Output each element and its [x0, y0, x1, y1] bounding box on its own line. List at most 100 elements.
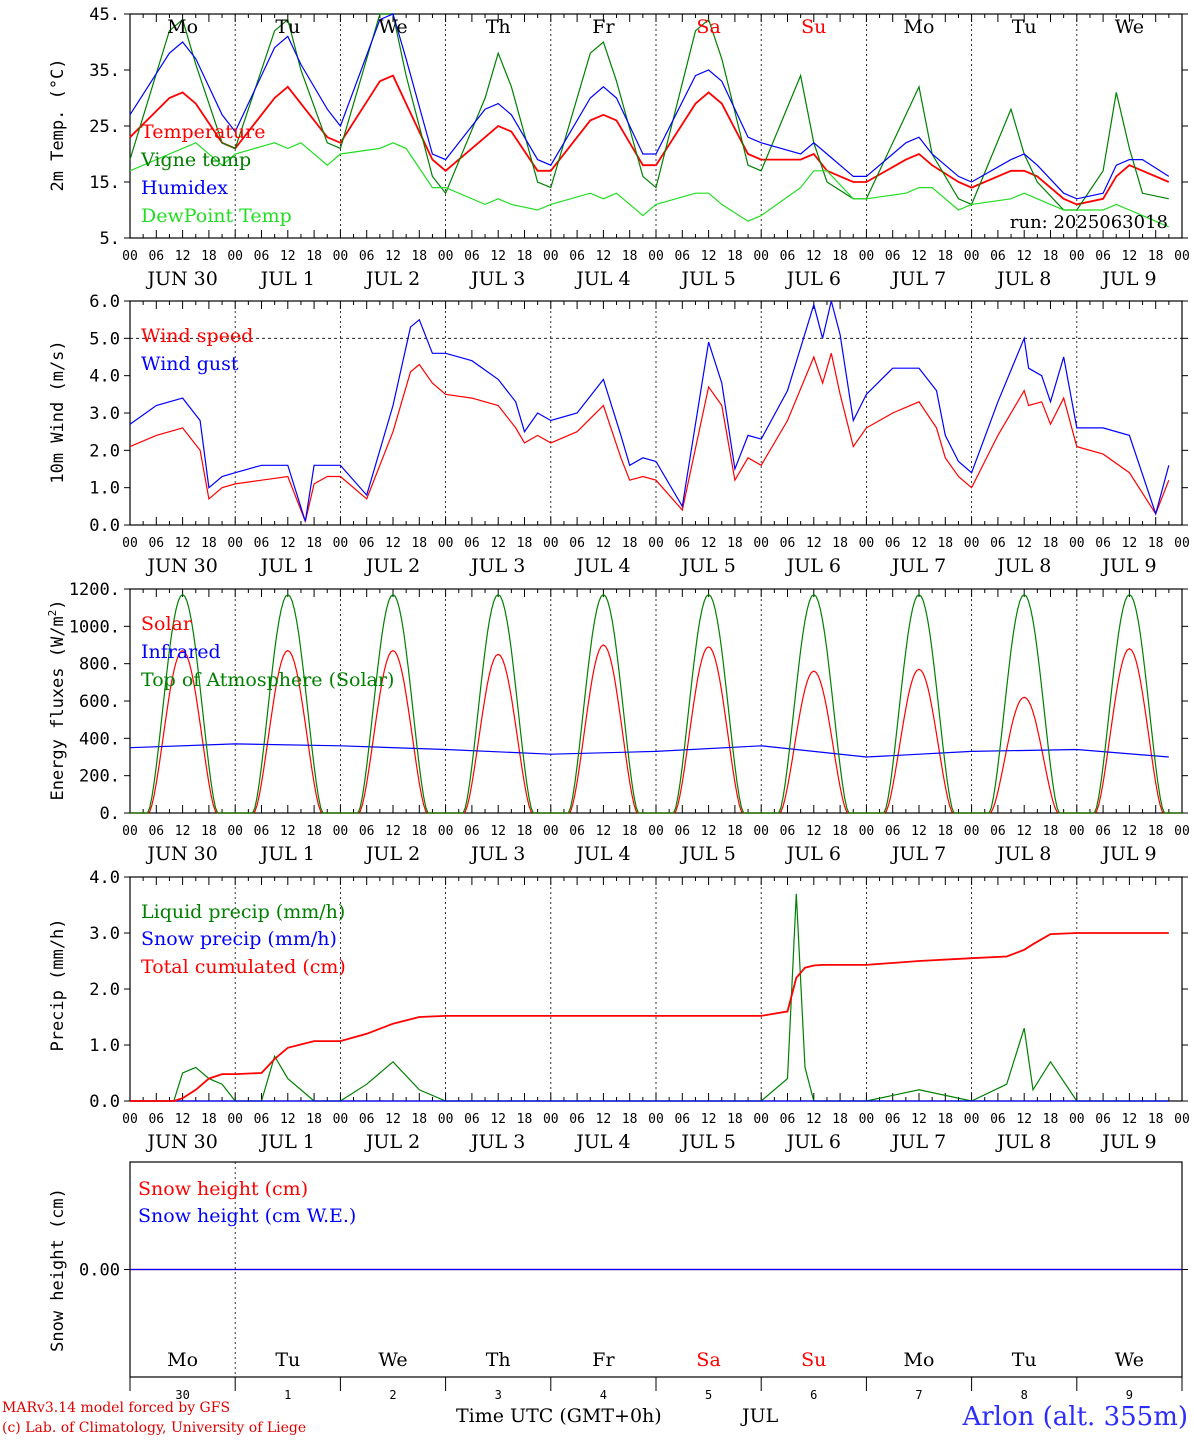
- hour-tick-label: 00: [543, 1112, 559, 1127]
- date-label: JUL 1: [259, 555, 315, 577]
- date-label: JUL 7: [890, 268, 946, 290]
- hour-tick-label: 00: [753, 824, 769, 839]
- weekday-label: We: [1115, 1349, 1144, 1371]
- hour-tick-label: 06: [885, 824, 901, 839]
- series-line-temperature: [129, 74, 1170, 206]
- hour-tick-label: 06: [885, 1112, 901, 1127]
- date-label: JUL 6: [785, 555, 841, 577]
- hour-tick-label: 18: [411, 249, 427, 264]
- hour-tick-label: 12: [806, 536, 822, 551]
- hour-tick-label: 18: [306, 824, 322, 839]
- copyright-credit: (c) Lab. of Climatology, University of L…: [2, 1420, 307, 1436]
- hour-tick-label: 12: [280, 249, 296, 264]
- hour-tick-label: 12: [701, 536, 717, 551]
- hour-tick-label: 06: [464, 536, 480, 551]
- hour-tick-label: 18: [411, 1112, 427, 1127]
- hour-tick-label: 06: [780, 1112, 796, 1127]
- hour-tick-label: 00: [1174, 536, 1190, 551]
- hour-tick-label: 12: [490, 824, 506, 839]
- date-label: JUL 1: [259, 1131, 315, 1153]
- hour-tick-label: 00: [122, 249, 138, 264]
- y-tick-label: 1.0: [89, 1036, 120, 1056]
- hour-tick-label: 18: [1148, 824, 1164, 839]
- y-tick-label: 3.0: [89, 924, 120, 944]
- hour-tick-label: 00: [227, 536, 243, 551]
- hour-tick-label: 00: [648, 536, 664, 551]
- date-label: JUL 6: [785, 268, 841, 290]
- legend-entry: Top of Atmosphere (Solar): [141, 669, 394, 691]
- weekday-label: Su: [801, 1349, 826, 1371]
- hour-tick-label: 12: [701, 249, 717, 264]
- date-label: JUL 2: [364, 1131, 420, 1153]
- hour-tick-label: 18: [937, 1112, 953, 1127]
- hour-tick-label: 06: [148, 824, 164, 839]
- date-label: JUN 30: [145, 1131, 217, 1153]
- day-number-label: 3: [495, 1388, 502, 1402]
- hour-tick-label: 06: [569, 824, 585, 839]
- hour-tick-label: 00: [1174, 249, 1190, 264]
- hour-tick-label: 06: [464, 249, 480, 264]
- legend-entry: Snow precip (mm/h): [141, 928, 337, 950]
- date-label: JUL 8: [995, 843, 1051, 865]
- date-label: JUL 8: [995, 555, 1051, 577]
- hour-tick-label: 12: [385, 249, 401, 264]
- hour-tick-label: 18: [306, 249, 322, 264]
- hour-tick-label: 18: [937, 249, 953, 264]
- hour-tick-label: 00: [964, 1112, 980, 1127]
- hour-tick-label: 12: [1122, 1112, 1138, 1127]
- series-group: [130, 893, 1169, 1102]
- hour-tick-label: 18: [411, 824, 427, 839]
- y-tick-label: 600.: [79, 692, 120, 712]
- hour-tick-label: 06: [148, 536, 164, 551]
- hour-tick-label: 12: [175, 824, 191, 839]
- y-tick-label: 0.0: [89, 516, 120, 536]
- hour-tick-label: 18: [1148, 1112, 1164, 1127]
- date-label: JUL 5: [679, 843, 735, 865]
- date-label: JUL 4: [574, 555, 630, 577]
- hour-tick-label: 12: [1016, 824, 1032, 839]
- hour-tick-label: 00: [333, 824, 349, 839]
- hour-tick-label: 06: [359, 249, 375, 264]
- y-tick-label: 3.0: [89, 404, 120, 424]
- series-line-dewpoint-temp: [129, 142, 1170, 228]
- hour-tick-label: 00: [438, 249, 454, 264]
- day-number-label: 6: [810, 1388, 817, 1402]
- hour-tick-label: 12: [701, 824, 717, 839]
- hour-tick-label: 00: [753, 249, 769, 264]
- hour-tick-label: 18: [937, 824, 953, 839]
- hour-tick-label: 18: [727, 249, 743, 264]
- hour-tick-label: 12: [596, 824, 612, 839]
- hour-tick-label: 00: [1174, 1112, 1190, 1127]
- hour-tick-label: 18: [1148, 536, 1164, 551]
- hour-tick-label: 12: [280, 824, 296, 839]
- series-line-humidex: [129, 13, 1170, 200]
- series-line-wind-gust: [129, 300, 1170, 522]
- date-label: JUL 3: [469, 268, 525, 290]
- hour-tick-label: 00: [333, 249, 349, 264]
- date-label: JUL 9: [1100, 555, 1156, 577]
- date-label: JUL 2: [364, 843, 420, 865]
- hour-tick-label: 18: [1043, 536, 1059, 551]
- hour-tick-label: 00: [648, 824, 664, 839]
- y-tick-label: 6.0: [89, 292, 120, 312]
- hour-tick-label: 00: [438, 1112, 454, 1127]
- hour-tick-label: 12: [1122, 824, 1138, 839]
- legend-entry: Temperature: [141, 121, 265, 143]
- hour-tick-label: 12: [1016, 1112, 1032, 1127]
- hour-tick-label: 18: [622, 824, 638, 839]
- hour-tick-label: 06: [990, 824, 1006, 839]
- weekday-label: Mo: [167, 16, 198, 38]
- weekday-label: Sa: [696, 1349, 720, 1371]
- hour-tick-label: 00: [122, 536, 138, 551]
- legend-entry: Infrared: [141, 641, 221, 663]
- y-tick-label: 1000.: [69, 617, 120, 637]
- legend-entry: Snow height (cm): [138, 1178, 308, 1200]
- day-number-label: 2: [389, 1388, 396, 1402]
- hour-tick-label: 00: [543, 536, 559, 551]
- date-label: JUL 6: [785, 843, 841, 865]
- date-label: JUL 2: [364, 555, 420, 577]
- date-label: JUL 4: [574, 268, 630, 290]
- series-line-top-of-atmosphere-solar-: [130, 593, 1182, 814]
- hour-tick-label: 00: [227, 824, 243, 839]
- y-tick-label: 5.: [100, 229, 120, 249]
